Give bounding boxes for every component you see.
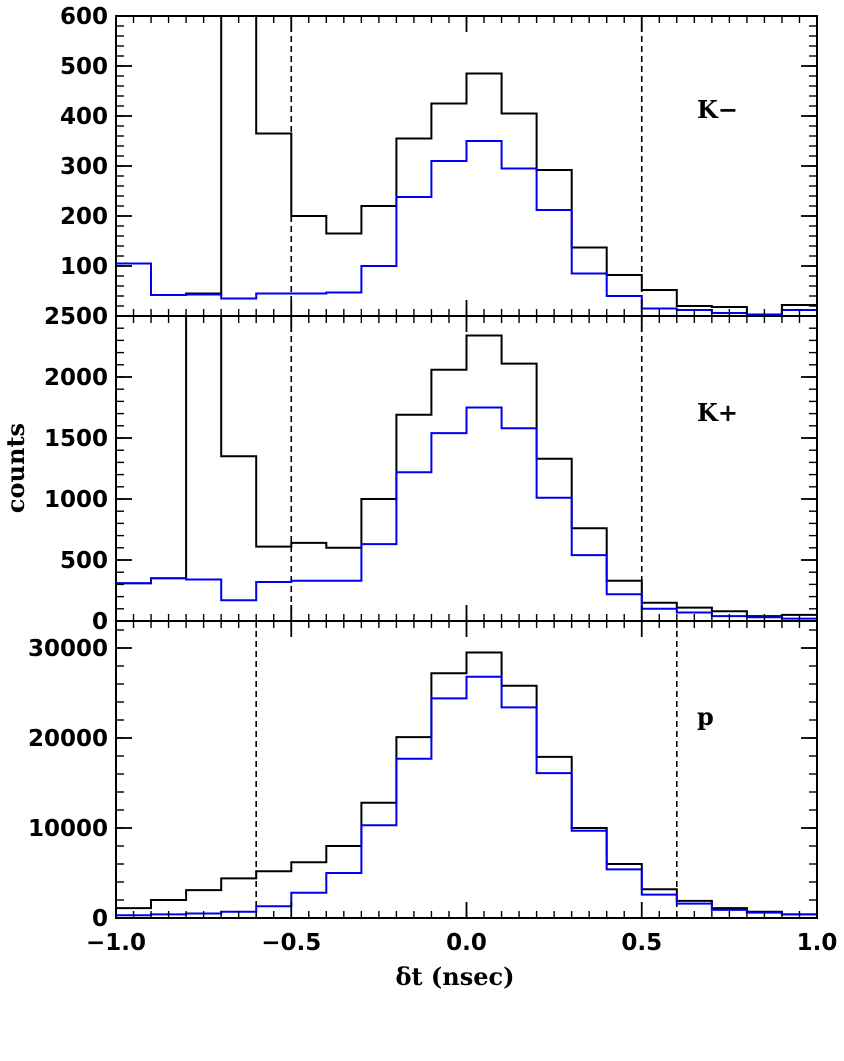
y-tick-label: 20000 [28, 726, 108, 752]
y-tick-label: 2500 [44, 304, 108, 330]
panel-2: 0 10000 20000 30000 p [28, 620, 818, 932]
y-tick-label: 300 [60, 154, 108, 180]
panels-layer: 100 200 300 400 500 600 K− 0 500 1000 1500 2000 2500… [28, 4, 838, 956]
y-tick-label: 1500 [44, 426, 108, 452]
y-tick-label: 0 [92, 609, 108, 635]
x-tick-label: −0.5 [261, 930, 321, 956]
y-tick-label: 200 [60, 204, 108, 230]
histogram-series-blue [116, 406, 817, 620]
x-axis-title: δt (nsec) [395, 962, 514, 991]
y-tick-label: 500 [60, 54, 108, 80]
y-tick-label: 1000 [44, 487, 108, 513]
histogram-series-black [116, 316, 817, 618]
y-tick-label: 600 [60, 4, 108, 30]
y-tick-label: 30000 [28, 636, 108, 662]
x-tick-label: 0.0 [446, 930, 487, 956]
histogram-series-blue [116, 140, 817, 316]
y-axis-title: counts [1, 423, 30, 513]
x-tick-label: 0.5 [621, 930, 662, 956]
y-tick-label: 0 [92, 906, 108, 932]
histogram-series-black [116, 16, 817, 316]
y-tick-label: 100 [60, 254, 108, 280]
x-tick-label: 1.0 [797, 930, 838, 956]
histogram-series-black [116, 651, 817, 916]
panel-label: K− [697, 95, 738, 124]
y-tick-label: 400 [60, 104, 108, 130]
y-tick-label: 10000 [28, 816, 108, 842]
panel-label: K+ [697, 398, 738, 427]
panel-label: p [697, 702, 714, 731]
x-tick-label: −1.0 [86, 930, 146, 956]
y-tick-label: 2000 [44, 365, 108, 391]
panel-0: 100 200 300 400 500 600 K− [60, 4, 818, 317]
panel-1: 0 500 1000 1500 2000 2500 K+ [44, 304, 818, 635]
y-tick-label: 500 [60, 548, 108, 574]
